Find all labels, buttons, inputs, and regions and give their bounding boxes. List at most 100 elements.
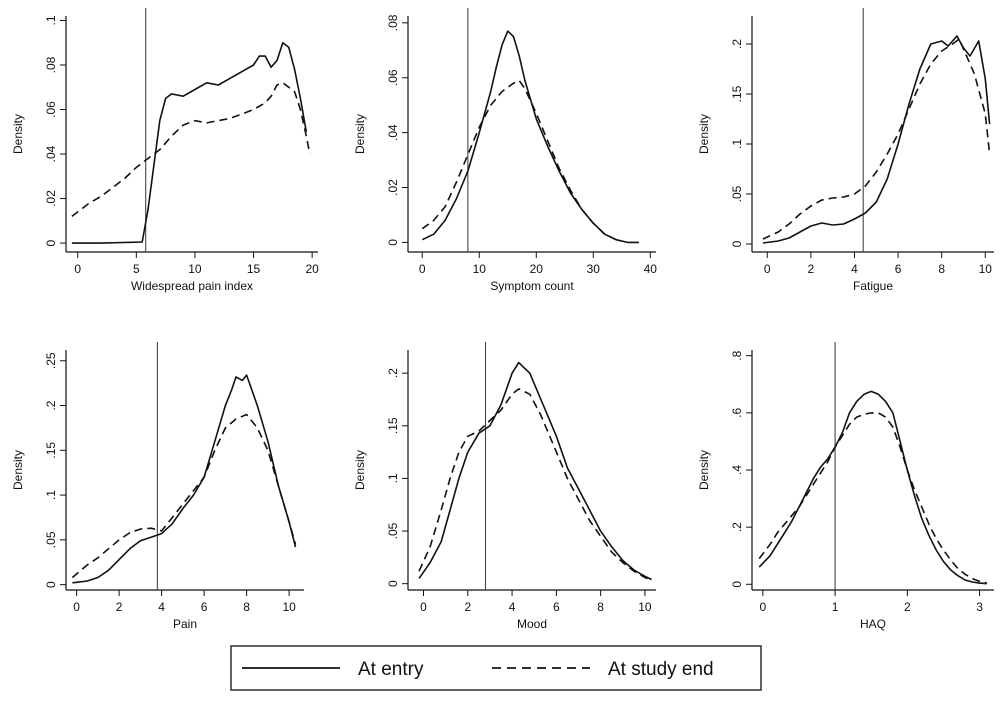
y-tick-label: .2 [386, 368, 400, 378]
legend-box [230, 645, 762, 691]
y-tick-label: .15 [730, 85, 744, 102]
series-entry-line [418, 361, 652, 581]
series-entry-line [762, 35, 991, 244]
x-axis-title: Pain [173, 617, 197, 631]
x-tick-label: 10 [979, 262, 993, 276]
y-tick-label: .25 [44, 352, 58, 369]
y-tick-label: 0 [730, 240, 744, 247]
x-tick-label: 5 [133, 262, 140, 276]
x-tick-label: 0 [419, 262, 426, 276]
x-tick-label: 2 [808, 262, 815, 276]
y-tick-label: .2 [730, 39, 744, 49]
x-tick-label: 10 [638, 600, 652, 614]
x-tick-label: 20 [530, 262, 544, 276]
series-study-end-line [421, 79, 617, 241]
series-study-end-line [71, 82, 311, 218]
panel-5: 0 2 4 6 8 10 0 .05 .1 .15 .2 Mood Density [353, 342, 656, 631]
x-tick-label: 0 [74, 262, 81, 276]
y-tick-label: .1 [386, 473, 400, 483]
x-axis-title: HAQ [860, 617, 886, 631]
y-tick-label: .04 [386, 124, 400, 141]
y-tick-label: 0 [44, 581, 58, 588]
y-tick-label: .04 [44, 145, 58, 162]
y-tick-label: 0 [730, 581, 744, 588]
x-tick-label: 0 [420, 600, 427, 614]
x-tick-label: 10 [473, 262, 487, 276]
y-tick-label: .6 [730, 408, 744, 418]
y-tick-label: .02 [44, 190, 58, 207]
x-tick-label: 2 [116, 600, 123, 614]
legend: At entry At study end [230, 645, 762, 691]
x-tick-label: 6 [553, 600, 560, 614]
y-axis-title: Density [11, 114, 25, 154]
y-tick-label: .2 [730, 522, 744, 532]
x-tick-label: 1 [832, 600, 839, 614]
y-axis-title: Density [697, 114, 711, 154]
panel-2: 0 10 20 30 40 0 .02 .04 .06 .08 Symptom count Densi… [353, 8, 657, 293]
y-tick-label: 0 [386, 239, 400, 246]
panel-1: 0 5 10 15 20 0 .02 .04 .06 .08 .1 Widespread pain i… [11, 8, 319, 293]
x-tick-label: 8 [938, 262, 945, 276]
y-tick-label: .05 [730, 185, 744, 202]
x-tick-label: 8 [597, 600, 604, 614]
y-tick-label: .05 [44, 531, 58, 548]
y-tick-label: .2 [44, 400, 58, 410]
y-tick-label: .1 [44, 490, 58, 500]
panel-6: 0 1 2 3 0 .2 .4 .6 .8 HAQ Density [697, 342, 994, 631]
x-tick-label: 3 [976, 600, 983, 614]
x-tick-label: 4 [158, 600, 165, 614]
legend-label-entry: At entry [358, 659, 424, 680]
x-tick-label: 6 [895, 262, 902, 276]
y-tick-label: .15 [386, 417, 400, 434]
y-tick-label: .08 [44, 56, 58, 73]
series-entry-line [421, 30, 639, 244]
x-axis-title: Symptom count [490, 279, 574, 293]
y-tick-label: .1 [730, 139, 744, 149]
x-tick-label: 0 [73, 600, 80, 614]
y-tick-label: .8 [730, 350, 744, 360]
x-tick-label: 4 [851, 262, 858, 276]
x-tick-label: 0 [759, 600, 766, 614]
x-tick-label: 2 [904, 600, 911, 614]
series-study-end-line [418, 388, 652, 582]
y-tick-label: 0 [386, 580, 400, 587]
y-tick-label: .4 [730, 465, 744, 475]
x-tick-label: 10 [188, 262, 202, 276]
x-tick-label: 4 [509, 600, 516, 614]
y-tick-label: .02 [386, 179, 400, 196]
x-tick-label: 10 [282, 600, 296, 614]
x-tick-label: 2 [464, 600, 471, 614]
y-tick-label: .06 [44, 101, 58, 118]
y-tick-label: .15 [44, 442, 58, 459]
y-tick-label: .06 [386, 69, 400, 86]
y-tick-label: .1 [44, 15, 58, 25]
series-entry-line [71, 41, 308, 244]
series-study-end-line [762, 38, 991, 240]
y-tick-label: 0 [44, 239, 58, 246]
y-axis-title: Density [11, 450, 25, 490]
legend-label-study-end: At study end [608, 659, 714, 680]
x-axis-title: Mood [517, 617, 547, 631]
series-entry-line [758, 390, 987, 585]
x-axis-title: Widespread pain index [131, 279, 253, 293]
panel-4: 0 2 4 6 8 10 0 .05 .1 .15 .2 .25 Pain Density [11, 342, 304, 631]
x-tick-label: 0 [764, 262, 771, 276]
y-axis-title: Density [353, 450, 367, 490]
series-study-end-line [758, 412, 987, 584]
x-tick-label: 8 [243, 600, 250, 614]
y-axis-title: Density [353, 114, 367, 154]
y-tick-label: .08 [386, 14, 400, 31]
x-tick-label: 30 [587, 262, 601, 276]
y-tick-label: .05 [386, 522, 400, 539]
x-tick-label: 40 [644, 262, 658, 276]
x-axis-title: Fatigue [853, 279, 893, 293]
series-study-end-line [71, 413, 297, 579]
x-tick-label: 15 [247, 262, 261, 276]
y-axis-title: Density [697, 450, 711, 490]
x-tick-label: 20 [305, 262, 319, 276]
series-entry-line [72, 374, 297, 584]
panel-3: 0 2 4 6 8 10 0 .05 .1 .15 .2 Fatigue Density [697, 8, 994, 293]
x-tick-label: 6 [201, 600, 208, 614]
